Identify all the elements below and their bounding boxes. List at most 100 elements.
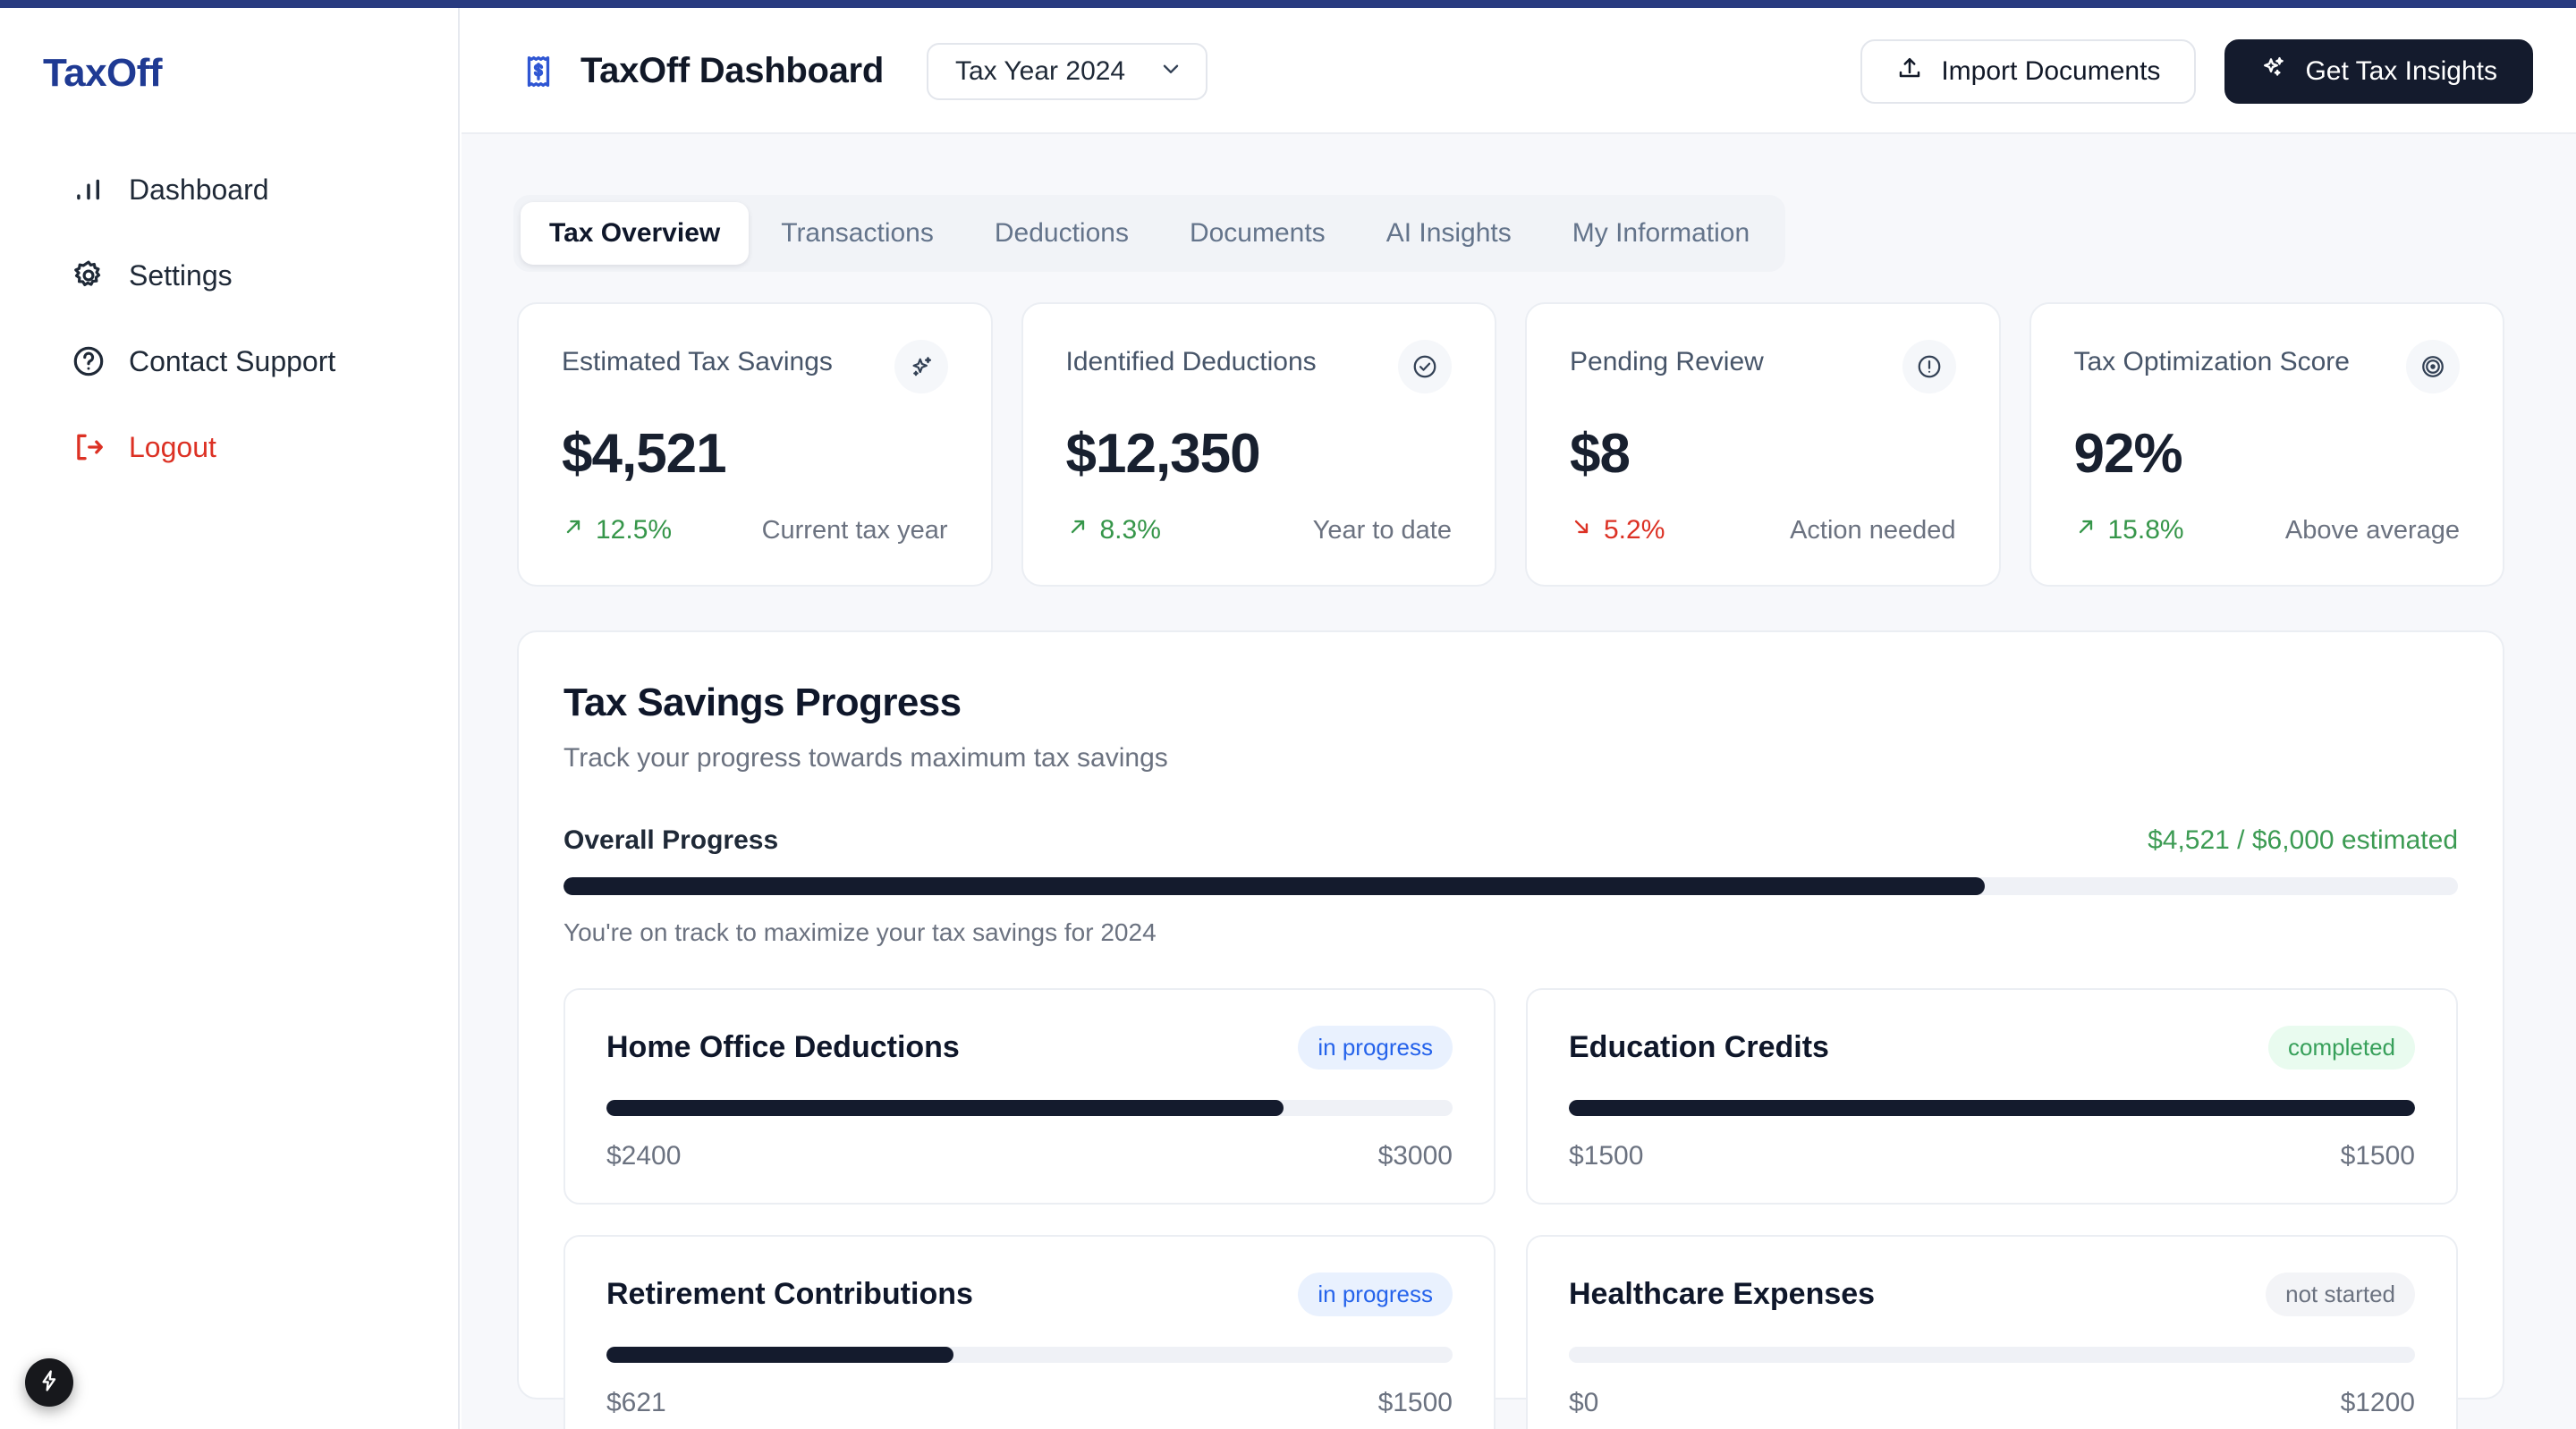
chevron-down-icon	[1159, 57, 1182, 85]
tab-transactions[interactable]: Transactions	[781, 218, 934, 248]
deduction-target-amount: $3000	[1377, 1141, 1453, 1171]
stat-card-note: Above average	[2284, 515, 2460, 545]
import-documents-label: Import Documents	[1941, 55, 2161, 86]
deduction-cards-grid: Home Office Deductions in progress $2400…	[564, 988, 2458, 1429]
deduction-name: Home Office Deductions	[606, 1030, 960, 1064]
get-tax-insights-button[interactable]: Get Tax Insights	[2224, 38, 2533, 104]
tab-deductions[interactable]: Deductions	[994, 218, 1129, 248]
deduction-card-foot: $621 $1500	[606, 1388, 1453, 1418]
tab-my-information[interactable]: My Information	[1572, 218, 1750, 248]
tab-documents[interactable]: Documents	[1189, 218, 1326, 248]
stat-card-note: Year to date	[1312, 515, 1452, 545]
overall-progress-row: Overall Progress $4,521 / $6,000 estimat…	[564, 825, 2458, 856]
overall-progress-value: $4,521 / $6,000 estimated	[2148, 825, 2458, 855]
stat-card-head: Pending Review	[1570, 340, 1956, 393]
arrow-up-right-icon	[2074, 515, 2097, 545]
upload-icon	[1896, 55, 1923, 89]
tax-savings-progress-panel: Tax Savings Progress Track your progress…	[517, 630, 2504, 1429]
sidebar-item-contact-support[interactable]: Contact Support	[0, 318, 460, 404]
status-badge: in progress	[1298, 1273, 1453, 1316]
deduction-card-home-office-deductions[interactable]: Home Office Deductions in progress $2400…	[564, 988, 1496, 1205]
tax-year-select[interactable]: Tax Year 2024	[926, 42, 1208, 100]
deduction-name: Retirement Contributions	[606, 1277, 973, 1311]
stat-card-value: $8	[1570, 423, 1631, 485]
stat-card-value: $12,350	[1065, 423, 1261, 485]
stat-card-title: Pending Review	[1570, 347, 1764, 376]
logout-icon	[72, 430, 106, 464]
stat-card-tax-optimization-score: Tax Optimization Score 92%	[2029, 302, 2504, 587]
top-accent-bar	[0, 0, 2576, 8]
deduction-card-head: Retirement Contributions in progress	[606, 1273, 1453, 1316]
deduction-name: Healthcare Expenses	[1569, 1277, 1876, 1311]
deduction-card-foot: $1500 $1500	[1569, 1141, 2415, 1171]
deduction-target-amount: $1500	[2340, 1141, 2415, 1171]
stat-card-value: 92%	[2073, 423, 2183, 485]
stat-card-foot: 8.3% Year to date	[1066, 515, 1452, 545]
stat-delta: 8.3%	[1066, 515, 1161, 545]
stat-card-identified-deductions: Identified Deductions $12,350 8.	[1021, 302, 1496, 587]
deduction-target-amount: $1200	[2340, 1388, 2415, 1417]
status-badge: not started	[2266, 1273, 2415, 1316]
get-tax-insights-label: Get Tax Insights	[2305, 55, 2497, 86]
deduction-card-head: Healthcare Expenses not started	[1569, 1273, 2415, 1316]
deduction-current-amount: $1500	[1569, 1141, 1644, 1171]
deduction-card-head: Education Credits completed	[1569, 1026, 2415, 1070]
deduction-card-foot: $2400 $3000	[606, 1141, 1453, 1171]
sparkles-icon	[894, 340, 948, 393]
header-left-group: TaxOff Dashboard Tax Year 2024	[520, 8, 1208, 134]
deduction-card-education-credits[interactable]: Education Credits completed $1500 $1500	[1526, 988, 2458, 1205]
stat-delta-value: 12.5%	[596, 515, 673, 545]
sidebar-item-label: Settings	[129, 258, 233, 292]
tax-year-value: Tax Year 2024	[954, 55, 1126, 86]
deduction-card-retirement-contributions[interactable]: Retirement Contributions in progress $62…	[564, 1235, 1496, 1429]
arrow-up-right-icon	[1066, 515, 1089, 545]
overall-progress-track	[564, 877, 2458, 895]
header-actions: Import Documents Get Tax Insights	[1860, 8, 2533, 134]
deduction-current-amount: $2400	[606, 1141, 682, 1171]
overall-progress-fill	[564, 877, 1985, 895]
deduction-name: Education Credits	[1569, 1030, 1829, 1064]
lightning-bolt-icon	[37, 1368, 62, 1398]
stat-delta-value: 8.3%	[1099, 515, 1161, 545]
deduction-progress-fill	[1569, 1100, 2415, 1116]
stat-delta-value: 5.2%	[1604, 515, 1665, 545]
stat-delta: 12.5%	[562, 515, 672, 545]
deduction-card-healthcare-expenses[interactable]: Healthcare Expenses not started $0 $1200	[1526, 1235, 2458, 1429]
stat-delta: 5.2%	[1570, 515, 1665, 545]
deduction-progress-track	[1569, 1100, 2415, 1116]
import-documents-button[interactable]: Import Documents	[1860, 38, 2197, 104]
tab-ai-insights[interactable]: AI Insights	[1385, 218, 1512, 248]
tab-tax-overview[interactable]: Tax Overview	[521, 202, 750, 265]
overall-progress-note: You're on track to maximize your tax sav…	[564, 918, 1157, 946]
stat-card-title: Identified Deductions	[1065, 347, 1317, 376]
deduction-progress-fill	[606, 1100, 1284, 1116]
sidebar-item-logout[interactable]: Logout	[0, 404, 460, 490]
stat-card-title: Estimated Tax Savings	[562, 347, 833, 376]
sidebar-item-dashboard[interactable]: Dashboard	[0, 147, 460, 233]
stat-card-head: Identified Deductions	[1065, 340, 1452, 393]
stat-card-foot: 5.2% Action needed	[1570, 515, 1956, 545]
sidebar-item-label: Contact Support	[129, 344, 336, 377]
panel-title: Tax Savings Progress	[564, 681, 962, 724]
deduction-current-amount: $0	[1569, 1388, 1599, 1417]
receipt-dollar-icon	[520, 53, 557, 90]
bar-chart-icon	[72, 173, 106, 207]
app-header: TaxOff Dashboard Tax Year 2024	[462, 8, 2576, 134]
deduction-progress-track	[606, 1100, 1453, 1116]
stat-card-head: Tax Optimization Score	[2073, 340, 2460, 393]
stat-cards-row: Estimated Tax Savings $4,521	[517, 302, 2504, 587]
tabbar: Tax Overview Transactions Deductions Doc…	[513, 195, 1786, 272]
stat-card-head: Estimated Tax Savings	[562, 340, 948, 393]
stat-card-note: Current tax year	[761, 515, 948, 545]
deduction-card-head: Home Office Deductions in progress	[606, 1026, 1453, 1070]
panel-subtitle: Track your progress towards maximum tax …	[564, 743, 1168, 773]
stat-card-title: Tax Optimization Score	[2073, 347, 2350, 376]
stat-card-foot: 15.8% Above average	[2074, 515, 2460, 545]
quick-action-fab[interactable]	[25, 1358, 73, 1407]
sidebar: TaxOff Dashboard	[0, 8, 460, 1429]
stat-card-note: Action needed	[1790, 515, 1956, 545]
sidebar-item-settings[interactable]: Settings	[0, 233, 460, 318]
brand-logo[interactable]: TaxOff	[43, 51, 163, 95]
check-circle-icon	[1398, 340, 1452, 393]
stat-delta: 15.8%	[2074, 515, 2184, 545]
